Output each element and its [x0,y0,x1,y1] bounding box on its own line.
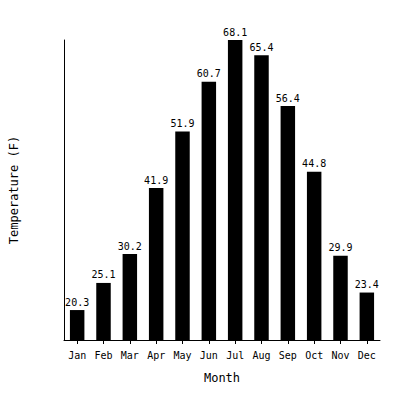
svg-text:Apr: Apr [147,350,165,361]
svg-text:30.2: 30.2 [118,241,142,252]
svg-text:41.9: 41.9 [144,175,168,186]
svg-text:65.4: 65.4 [249,42,273,53]
svg-text:56.4: 56.4 [276,93,300,104]
svg-text:Dec: Dec [358,350,376,361]
svg-text:Jun: Jun [200,350,218,361]
svg-text:Oct: Oct [305,350,323,361]
svg-text:Temperature (F): Temperature (F) [7,136,21,244]
svg-text:Month: Month [204,371,240,385]
svg-text:Nov: Nov [331,350,349,361]
svg-text:60.7: 60.7 [197,68,221,79]
svg-text:20.3: 20.3 [65,297,89,308]
svg-text:29.9: 29.9 [328,242,352,253]
svg-text:Sep: Sep [279,350,297,361]
svg-text:Aug: Aug [252,350,270,361]
svg-text:44.8: 44.8 [302,158,326,169]
svg-text:Jan: Jan [68,350,86,361]
svg-text:Jul: Jul [226,350,244,361]
svg-text:May: May [173,350,191,361]
svg-text:51.9: 51.9 [170,118,194,129]
svg-text:Mar: Mar [121,350,139,361]
svg-text:23.4: 23.4 [355,279,379,290]
svg-text:Feb: Feb [94,350,112,361]
svg-text:25.1: 25.1 [91,269,115,280]
svg-text:68.1: 68.1 [223,27,247,38]
